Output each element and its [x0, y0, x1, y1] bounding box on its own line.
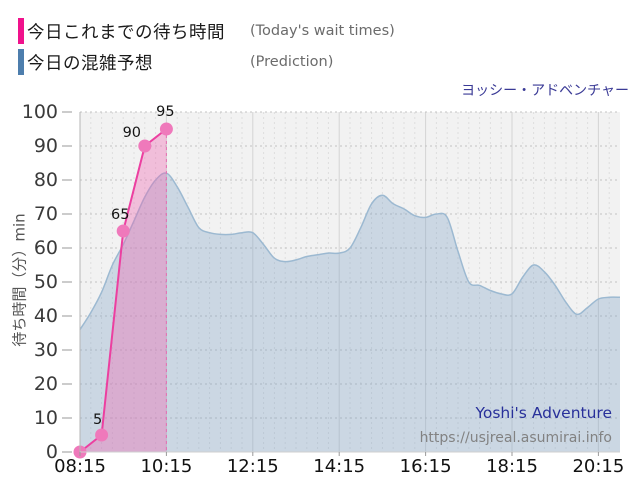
y-tick-label: 80 [33, 169, 58, 191]
x-tick-label: 18:15 [486, 456, 538, 477]
y-tick-label: 20 [33, 373, 58, 395]
prediction-series-swatch [18, 49, 24, 75]
y-tick-label: 60 [33, 237, 58, 259]
x-tick-label: 14:15 [313, 456, 366, 477]
today-wait-point [138, 139, 152, 153]
y-tick-label: 70 [33, 203, 58, 225]
plot-area: 5 65 90 95 Yoshi's Adventure https://usjreal.… [62, 104, 621, 459]
y-tick-label: 50 [33, 271, 58, 293]
x-tick-label: 08:15 [54, 456, 106, 477]
x-tick-label: 20:15 [572, 456, 625, 477]
y-tick-label: 100 [21, 101, 58, 123]
x-tick-label: 12:15 [226, 456, 279, 477]
today-wait-point [116, 224, 130, 238]
point-value-label: 5 [93, 412, 102, 428]
x-tick-label: 10:15 [140, 456, 193, 477]
watermark-url: https://usjreal.asumirai.info [420, 430, 612, 446]
y-tick-label: 40 [33, 305, 58, 327]
prediction-line [79, 172, 621, 331]
point-value-label: 90 [123, 125, 141, 141]
y-tick-label: 30 [33, 339, 58, 361]
y-tick-label: 10 [33, 407, 58, 429]
legend-item-prediction: 今日の混雑予想 (Prediction) [18, 48, 640, 76]
watermark-attraction-name: Yoshi's Adventure [474, 404, 612, 422]
y-tick-label: 90 [33, 135, 58, 157]
today-wait-point [95, 428, 109, 442]
today-series-label-en: (Today's wait times) [250, 23, 395, 39]
today-wait-point [159, 122, 173, 136]
attraction-title: ヨッシー・アドベンチャー [461, 83, 629, 99]
point-value-label: 95 [156, 104, 174, 120]
legend-item-today: 今日これまでの待ち時間 (Today's wait times) [18, 17, 640, 45]
prediction-series-label-jp: 今日の混雑予想 [27, 53, 153, 74]
today-wait-area [80, 129, 167, 452]
today-series-label-jp: 今日これまでの待ち時間 [27, 22, 225, 43]
point-value-label: 65 [111, 207, 129, 223]
y-tick-label: 0 [45, 441, 58, 463]
prediction-area [80, 173, 620, 452]
today-series-swatch [18, 18, 24, 44]
prediction-series-label-en: (Prediction) [250, 54, 334, 70]
x-tick-label: 16:15 [399, 456, 452, 477]
